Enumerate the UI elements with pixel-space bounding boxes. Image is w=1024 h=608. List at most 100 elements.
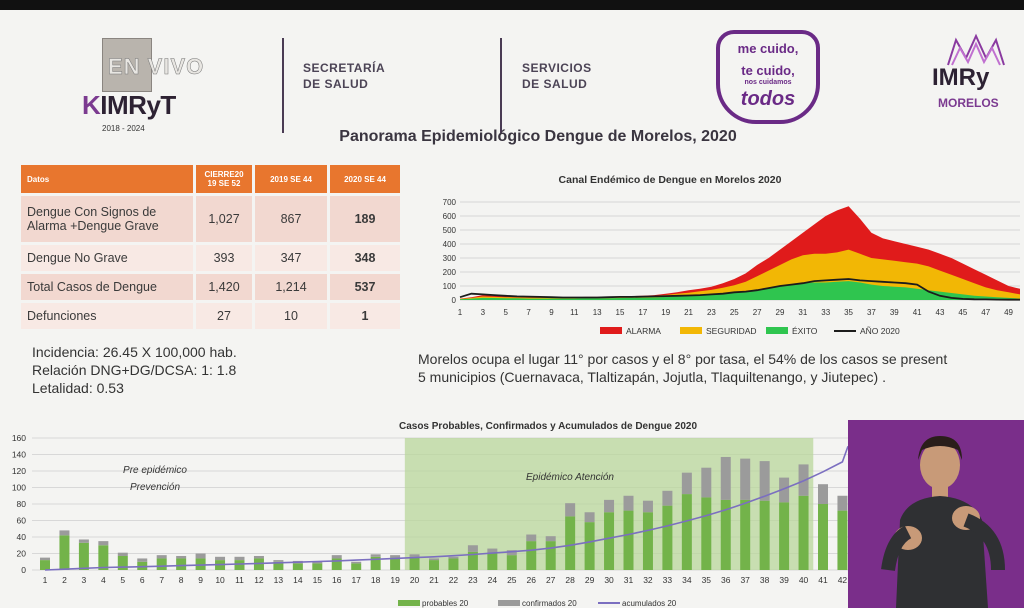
bar-confirmados [623,495,634,511]
legend-swatch [398,600,420,606]
summary-text: Morelos ocupa el lugar 11° por casos y e… [418,351,948,385]
page-title: Panorama Epidemiológico Dengue de Morelo… [339,128,737,145]
legend-swatch [498,600,520,606]
x-tick-label: 11 [570,308,579,317]
y-tick-label: 400 [443,240,457,249]
bar-probables [759,500,770,570]
bar-probables [467,551,478,570]
legend-label: probables 20 [422,599,469,608]
legend-label: confirmados 20 [522,599,577,608]
bar-confirmados [40,557,50,561]
bar-confirmados [273,560,284,562]
interpreter-image [881,436,1005,608]
bar-confirmados [409,554,420,557]
bar-probables [351,563,362,570]
table-row: Dengue Con Signos de Alarma +Dengue Grav… [21,196,400,242]
x-tick-label: 19 [390,575,400,585]
bar-probables [642,512,653,570]
envivo-label: EN VIVO [108,54,205,80]
x-tick-label: 5 [120,575,125,585]
bar-probables [623,510,634,570]
annotation-pre-epidemico: Pre epidémico [123,465,187,476]
x-tick-label: 30 [604,575,614,585]
x-tick-label: 7 [159,575,164,585]
annotation-epidemico: Epidémico Atención [526,472,614,483]
x-tick-label: 25 [507,575,517,585]
cases-bar-chart: Casos Probables, Confirmados y Acumulado… [12,421,848,608]
legend-swatch [680,327,702,334]
x-tick-label: 47 [981,308,990,317]
table-cell: 1 [330,303,400,329]
bar-confirmados [818,484,828,504]
bar-confirmados [681,472,692,495]
lethality-text: Letalidad: 0.53 [32,380,124,396]
bar-probables [565,516,576,570]
svg-text:IMRy: IMRy [932,64,990,91]
bar-probables [137,561,148,570]
y-tick-label: 100 [443,282,457,291]
table-cell: Defunciones [21,303,193,329]
secretaria-salud-logo: SECRETARÍA DE SALUD [303,61,386,91]
table-cell: 867 [255,196,327,242]
legend-label: ÉXITO [792,326,818,336]
annotation-prevencion: Prevención [130,482,180,493]
y-tick-label: 0 [21,565,26,575]
bar-probables [526,541,537,570]
x-tick-label: 15 [313,575,323,585]
table-header-cell: CIERRE20 19 SE 52 [196,165,252,193]
bar-confirmados [545,536,556,542]
table-row: Total Casos de Dengue 1,420 1,214 537 [21,274,400,300]
x-tick-label: 39 [890,308,899,317]
x-tick-label: 14 [293,575,303,585]
bar-probables [487,553,498,570]
x-tick-label: 19 [661,308,670,317]
x-tick-label: 13 [593,308,602,317]
x-tick-label: 13 [274,575,284,585]
table-cell: 189 [330,196,400,242]
slide-screen: EN VIVO KIMRyT 2018 - 2024 SECRETARÍA DE … [0,10,1024,608]
x-tick-label: 23 [707,308,716,317]
x-tick-label: 49 [1004,308,1013,317]
x-tick-label: 28 [565,575,575,585]
bar-probables [429,560,439,570]
x-tick-label: 3 [82,575,87,585]
bar-probables [701,497,712,570]
imryt-years: 2018 - 2024 [102,124,145,133]
x-tick-label: 27 [546,575,556,585]
bar-confirmados [487,548,498,554]
bar-confirmados [331,555,342,559]
bar-confirmados [351,561,362,564]
legend-label: SEGURIDAD [706,326,757,336]
bar-probables [604,512,615,570]
x-tick-label: 1 [458,308,463,317]
bar-probables [117,555,128,570]
legend-swatch [766,327,788,334]
x-tick-label: 45 [958,308,967,317]
bar-confirmados [429,558,439,561]
x-tick-label: 9 [549,308,554,317]
imryt-logo: EN VIVO KIMRyT 2018 - 2024 [80,32,210,137]
sign-language-interpreter [848,420,1024,608]
series-area-éxito [460,281,1020,300]
x-tick-label: 10 [215,575,225,585]
y-tick-label: 0 [452,296,457,305]
x-tick-label: 18 [371,575,381,585]
bar-confirmados [604,499,615,513]
x-tick-label: 35 [702,575,712,585]
bar-probables [779,502,790,570]
x-tick-label: 8 [179,575,184,585]
bar-probables [59,535,70,570]
x-tick-label: 33 [821,308,830,317]
y-tick-label: 80 [17,499,27,509]
x-tick-label: 24 [488,575,498,585]
y-tick-label: 160 [12,433,26,443]
x-tick-label: 41 [913,308,922,317]
dengue-data-table: Datos CIERRE20 19 SE 52 2019 SE 44 2020 … [18,162,403,332]
bar-probables [798,495,809,570]
x-tick-label: 22 [449,575,459,585]
x-tick-label: 36 [721,575,731,585]
bar-confirmados [740,458,751,500]
bar-confirmados [98,541,109,546]
bar-confirmados [370,554,381,557]
chart-title: Casos Probables, Confirmados y Acumulado… [399,421,697,432]
